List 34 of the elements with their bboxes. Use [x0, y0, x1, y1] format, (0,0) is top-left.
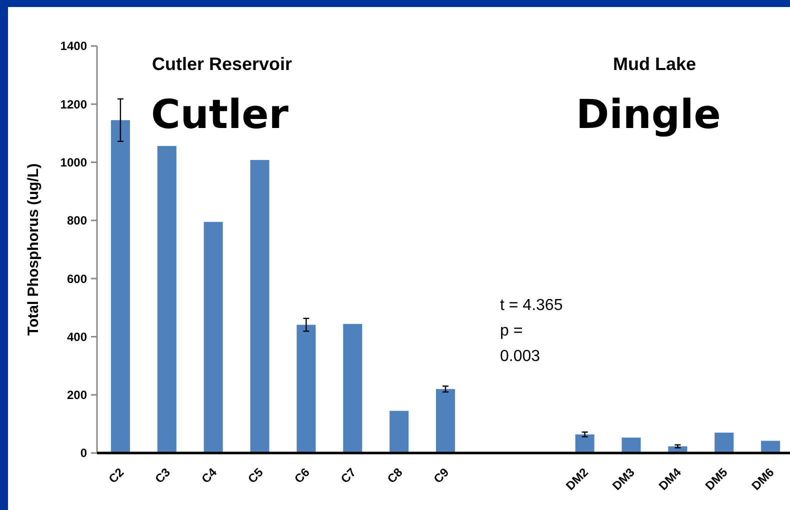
y-tick-label: 1200 [60, 97, 88, 112]
bar [157, 146, 176, 453]
x-tick-label: C2 [106, 464, 127, 486]
bar [436, 389, 456, 453]
bar [296, 324, 316, 453]
bar [714, 432, 734, 453]
x-tick-label: C3 [152, 464, 174, 486]
x-tick-label: C9 [430, 464, 452, 486]
x-tick-label: C4 [198, 464, 220, 486]
y-axis-title: Total Phosphorus (ug/L) [25, 163, 42, 336]
bar [204, 222, 223, 453]
y-tick-label: 1000 [60, 155, 88, 170]
bar [622, 438, 641, 453]
y-tick-label: 1400 [60, 39, 88, 54]
annotation: Mud Lake [613, 54, 696, 74]
bar [343, 324, 362, 453]
annotation: t = 4.365 p = 0.003 [500, 297, 563, 366]
bar [110, 120, 130, 453]
y-tick-label: 400 [66, 330, 88, 344]
x-tick-label: C7 [338, 464, 359, 486]
y-tick-label: 200 [66, 388, 88, 402]
y-tick-label: 600 [66, 272, 88, 286]
x-tick-label: C5 [245, 464, 266, 486]
annotation: Cutler Reservoir [152, 54, 292, 74]
bar [575, 434, 594, 453]
bar [390, 410, 409, 453]
x-tick-label: C8 [384, 464, 406, 486]
x-tick-label: C6 [292, 464, 313, 486]
bar [761, 440, 780, 453]
annotation: Dingle [576, 92, 721, 138]
y-tick-label: 800 [66, 214, 88, 228]
bar [250, 160, 270, 453]
y-tick-label: 0 [80, 446, 88, 460]
annotation: Cutler [151, 92, 289, 138]
